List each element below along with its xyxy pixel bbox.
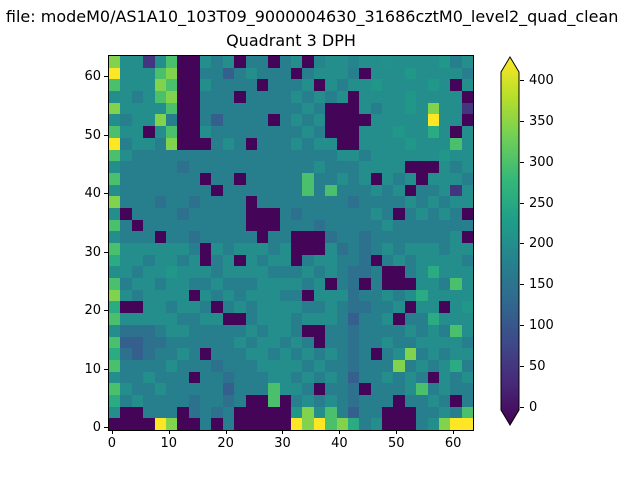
y-tick-label: 30 bbox=[84, 244, 101, 260]
colorbar-tick-label: 400 bbox=[529, 73, 554, 89]
x-tick-label: 40 bbox=[331, 436, 348, 451]
colorbar-tick-label: 0 bbox=[529, 399, 538, 415]
colorbar-tick-label: 50 bbox=[529, 358, 546, 374]
colorbar-tick-mark bbox=[520, 120, 524, 122]
colorbar-tick-mark bbox=[520, 80, 524, 82]
heatmap-axes bbox=[108, 55, 474, 431]
colorbar-tick-label: 200 bbox=[529, 236, 554, 252]
x-tick-mark bbox=[282, 430, 284, 434]
x-tick-mark bbox=[111, 430, 113, 434]
y-tick-mark bbox=[104, 427, 108, 429]
x-tick-mark bbox=[339, 430, 341, 434]
colorbar-tick-label: 300 bbox=[529, 154, 554, 170]
x-tick-label: 10 bbox=[160, 436, 177, 451]
colorbar-gradient bbox=[500, 56, 520, 426]
y-tick-mark bbox=[104, 310, 108, 312]
colorbar-tick-mark bbox=[520, 161, 524, 163]
y-tick-label: 40 bbox=[84, 186, 101, 202]
y-tick-mark bbox=[104, 368, 108, 370]
x-tick-mark bbox=[396, 430, 398, 434]
y-tick-mark bbox=[104, 76, 108, 78]
x-tick-label: 60 bbox=[444, 436, 462, 451]
x-tick-label: 20 bbox=[217, 436, 234, 451]
y-tick-label: 50 bbox=[84, 127, 101, 143]
x-tick-label: 50 bbox=[387, 436, 405, 451]
y-tick-mark bbox=[104, 134, 108, 136]
colorbar-tick-mark bbox=[520, 202, 524, 204]
figure-suptitle: a file: modeM0/AS1A10_103T09_9000004630_… bbox=[0, 7, 619, 26]
colorbar-tick-mark bbox=[520, 243, 524, 245]
x-tick-label: 0 bbox=[107, 436, 116, 451]
axes-title: Quadrant 3 DPH bbox=[226, 31, 356, 50]
x-tick-mark bbox=[168, 430, 170, 434]
colorbar-tick-mark bbox=[520, 365, 524, 367]
colorbar-tick-mark bbox=[520, 325, 524, 327]
heatmap-image bbox=[109, 56, 473, 430]
y-tick-label: 20 bbox=[84, 303, 101, 319]
colorbar-tick-mark bbox=[520, 284, 524, 286]
y-tick-label: 60 bbox=[84, 69, 101, 85]
colorbar-tick-mark bbox=[520, 406, 524, 408]
colorbar-tick-label: 100 bbox=[529, 318, 554, 334]
x-tick-mark bbox=[453, 430, 455, 434]
x-tick-mark bbox=[225, 430, 227, 434]
colorbar-tick-label: 150 bbox=[529, 277, 554, 293]
colorbar-tick-label: 250 bbox=[529, 195, 554, 211]
colorbar-tick-label: 350 bbox=[529, 113, 554, 129]
x-tick-label: 30 bbox=[274, 436, 291, 451]
colorbar bbox=[500, 56, 520, 430]
y-tick-mark bbox=[104, 251, 108, 253]
y-tick-label: 0 bbox=[92, 420, 101, 436]
y-tick-mark bbox=[104, 193, 108, 195]
y-tick-label: 10 bbox=[84, 361, 101, 377]
